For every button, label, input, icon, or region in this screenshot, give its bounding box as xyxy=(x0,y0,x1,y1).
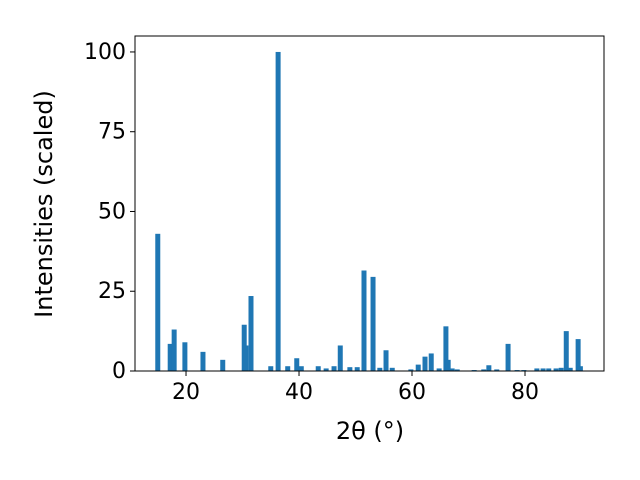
bar xyxy=(182,342,188,371)
bar xyxy=(546,368,552,371)
x-tick-label: 40 xyxy=(285,380,313,405)
y-tick-label: 0 xyxy=(112,359,126,384)
plot-frame xyxy=(134,35,605,372)
x-tick-label: 20 xyxy=(172,380,200,405)
bar xyxy=(553,368,559,371)
bar xyxy=(415,364,421,371)
bar xyxy=(268,366,274,371)
x-axis-label: 2θ (°) xyxy=(336,417,404,445)
bar xyxy=(298,366,304,371)
bar xyxy=(428,353,434,371)
bar xyxy=(354,367,360,371)
y-axis-label: Intensities (scaled) xyxy=(30,90,58,318)
bar xyxy=(494,369,500,371)
bar xyxy=(454,369,460,371)
x-tick-label: 80 xyxy=(511,380,539,405)
bar xyxy=(200,351,206,371)
bar xyxy=(383,350,389,371)
bar xyxy=(575,339,581,371)
bar xyxy=(486,365,492,371)
bar xyxy=(534,368,540,371)
bar xyxy=(315,366,321,371)
bar xyxy=(167,343,173,371)
y-tick-label: 25 xyxy=(98,279,126,304)
x-tick-label: 60 xyxy=(398,380,426,405)
bar xyxy=(422,356,428,371)
bar xyxy=(171,329,177,371)
bar xyxy=(285,366,291,371)
bar xyxy=(294,358,300,371)
bar xyxy=(331,366,337,371)
bar xyxy=(558,367,564,371)
y-tick-label: 75 xyxy=(98,120,126,145)
y-tick-label: 50 xyxy=(98,199,126,224)
bar xyxy=(323,368,329,371)
bar xyxy=(389,367,395,371)
bar xyxy=(155,233,161,371)
bar xyxy=(567,367,573,371)
bar xyxy=(540,368,546,371)
bar xyxy=(481,369,487,371)
bar xyxy=(248,296,254,371)
bar xyxy=(436,368,442,371)
bar xyxy=(577,366,583,371)
bar xyxy=(337,345,343,371)
bar xyxy=(449,368,455,371)
bar xyxy=(445,359,451,371)
bar xyxy=(275,51,281,371)
bar xyxy=(361,270,367,371)
y-tick-label: 100 xyxy=(84,40,126,65)
bar xyxy=(347,367,353,371)
bar xyxy=(505,343,511,371)
bar xyxy=(377,367,383,371)
bar xyxy=(243,345,249,371)
bar xyxy=(443,326,449,371)
bar xyxy=(563,331,569,371)
bar xyxy=(370,276,376,371)
bar xyxy=(408,369,414,371)
bar xyxy=(220,359,226,371)
